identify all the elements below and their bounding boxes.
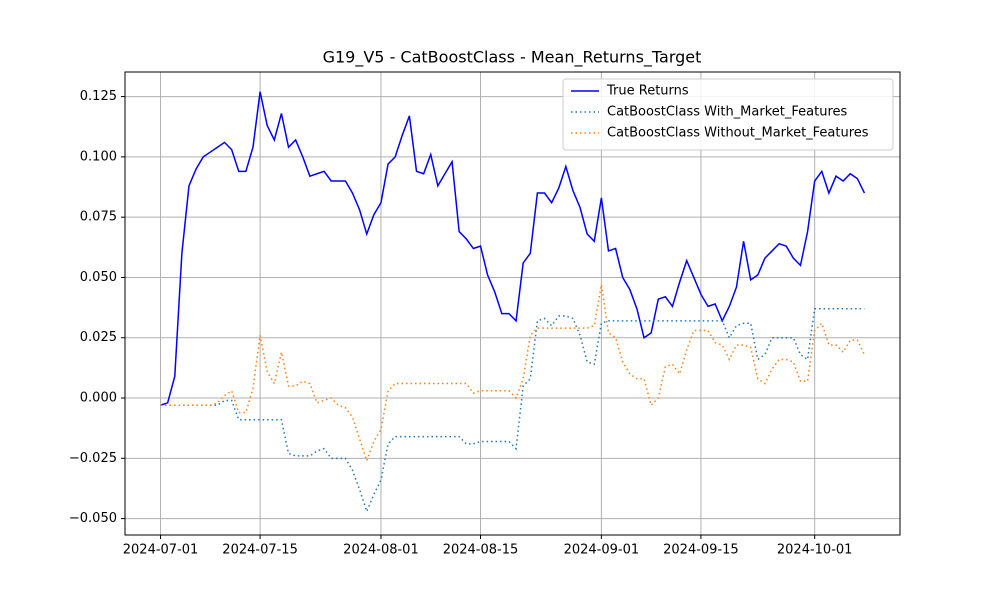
legend-label: True Returns bbox=[606, 84, 689, 99]
y-tick-label: 0.100 bbox=[80, 149, 117, 164]
chart-title: G19_V5 - CatBoostClass - Mean_Returns_Ta… bbox=[323, 48, 702, 68]
y-tick-label: 0.075 bbox=[80, 210, 117, 225]
legend-box bbox=[562, 78, 894, 151]
x-tick-label: 2024-09-01 bbox=[564, 543, 640, 558]
x-tick-label: 2024-08-01 bbox=[343, 543, 419, 558]
legend-label: CatBoostClass Without_Market_Features bbox=[607, 126, 869, 141]
y-tick-label: 0.025 bbox=[80, 330, 117, 345]
legend-label: CatBoostClass With_Market_Features bbox=[607, 105, 847, 120]
x-tick-label: 2024-09-15 bbox=[663, 543, 739, 558]
line-series bbox=[160, 284, 866, 464]
x-tick-label: 2024-07-01 bbox=[123, 543, 199, 558]
plot-frame bbox=[124, 71, 901, 536]
x-tick-label: 2024-08-15 bbox=[443, 543, 519, 558]
y-tick-label: 0.125 bbox=[80, 89, 117, 104]
y-tick-label: −0.050 bbox=[69, 511, 117, 526]
y-tick-label: 0.050 bbox=[80, 270, 117, 285]
y-tick-label: 0.000 bbox=[80, 391, 117, 406]
x-tick-label: 2024-10-01 bbox=[777, 543, 853, 558]
line-series bbox=[160, 308, 865, 514]
x-tick-label: 2024-07-15 bbox=[222, 543, 298, 558]
line-series bbox=[160, 91, 866, 406]
y-tick-label: −0.025 bbox=[69, 451, 117, 466]
